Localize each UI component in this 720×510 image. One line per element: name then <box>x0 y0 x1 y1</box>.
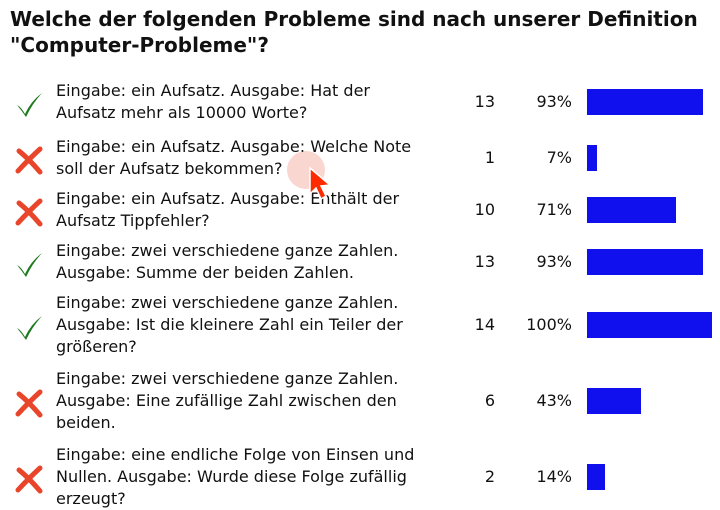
vote-bar <box>587 89 703 115</box>
answer-row: Eingabe: ein Aufsatz. Ausgabe: Enthält d… <box>0 188 720 232</box>
vote-count: 1 <box>484 148 495 167</box>
answer-text: Eingabe: eine endliche Folge von Einsen … <box>56 444 461 510</box>
vote-bar <box>587 249 703 275</box>
answer-text-line: Eingabe: zwei verschiedene ganze Zahlen. <box>56 293 399 312</box>
vote-bar <box>587 145 597 171</box>
check-icon <box>17 316 42 340</box>
answer-text: Eingabe: ein Aufsatz. Ausgabe: Welche No… <box>56 136 461 180</box>
answer-text: Eingabe: ein Aufsatz. Ausgabe: Hat der Au… <box>56 80 461 124</box>
answer-row: Eingabe: zwei verschiedene ganze Zahlen.… <box>0 292 720 358</box>
vote-bar <box>587 312 712 338</box>
answer-text-line: Aufsatz Tippfehler? <box>56 211 210 230</box>
vote-count: 2 <box>484 467 495 486</box>
vote-bar <box>587 388 641 414</box>
vote-percent: 7% <box>546 148 572 167</box>
vote-count: 13 <box>474 252 495 271</box>
answer-text-line: Ausgabe: Eine zufällige Zahl zwischen de… <box>56 391 397 410</box>
answer-text-line: Ausgabe: Summe der beiden Zahlen. <box>56 263 355 282</box>
answer-text-line: Eingabe: ein Aufsatz. Ausgabe: Hat der <box>56 81 370 100</box>
answer-text: Eingabe: ein Aufsatz. Ausgabe: Enthält d… <box>56 188 461 232</box>
answer-text-line: Eingabe: eine endliche Folge von Einsen … <box>56 445 415 464</box>
cross-icon <box>15 389 43 418</box>
answer-text-line: beiden. <box>56 413 116 432</box>
check-icon <box>17 253 42 277</box>
answer-text: Eingabe: zwei verschiedene ganze Zahlen.… <box>56 368 461 434</box>
answer-text-line: Nullen. Ausgabe: Wurde diese Folge zufäl… <box>56 467 407 486</box>
vote-percent: 93% <box>536 92 572 111</box>
answer-text-line: Aufsatz mehr als 10000 Worte? <box>56 103 308 122</box>
vote-percent: 71% <box>536 200 572 219</box>
vote-percent: 14% <box>536 467 572 486</box>
check-icon <box>17 93 42 117</box>
cross-icon <box>15 146 43 175</box>
vote-count: 13 <box>474 92 495 111</box>
answer-row: Eingabe: ein Aufsatz. Ausgabe: Hat der Au… <box>0 80 720 124</box>
answer-text-line: Eingabe: ein Aufsatz. Ausgabe: Welche No… <box>56 137 412 156</box>
answer-text-line: erzeugt? <box>56 489 126 508</box>
answer-text-line: Eingabe: zwei verschiedene ganze Zahlen. <box>56 241 399 260</box>
answer-text-line: Ausgabe: Ist die kleinere Zahl ein Teile… <box>56 315 403 334</box>
vote-count: 6 <box>484 391 495 410</box>
cross-icon <box>15 465 43 494</box>
vote-count: 14 <box>474 315 495 334</box>
question-line-2: "Computer-Probleme"? <box>10 33 269 57</box>
answer-row: Eingabe: eine endliche Folge von Einsen … <box>0 444 720 510</box>
answer-text-line: Eingabe: ein Aufsatz. Ausgabe: Enthält d… <box>56 189 400 208</box>
vote-count: 10 <box>474 200 495 219</box>
vote-bar <box>587 464 605 490</box>
vote-percent: 100% <box>526 315 572 334</box>
answer-text: Eingabe: zwei verschiedene ganze Zahlen.… <box>56 292 461 358</box>
answer-text-line: größeren? <box>56 337 137 356</box>
answer-text: Eingabe: zwei verschiedene ganze Zahlen.… <box>56 240 461 284</box>
cross-icon <box>15 198 43 227</box>
answer-row: Eingabe: zwei verschiedene ganze Zahlen.… <box>0 240 720 284</box>
question-title: Welche der folgenden Probleme sind nach … <box>10 6 710 58</box>
vote-bar <box>587 197 676 223</box>
answer-row: Eingabe: zwei verschiedene ganze Zahlen.… <box>0 368 720 434</box>
question-line-1: Welche der folgenden Probleme sind nach … <box>10 7 698 31</box>
answer-row: Eingabe: ein Aufsatz. Ausgabe: Welche No… <box>0 136 720 180</box>
answer-text-line: soll der Aufsatz bekommen? <box>56 159 283 178</box>
answer-text-line: Eingabe: zwei verschiedene ganze Zahlen. <box>56 369 399 388</box>
vote-percent: 93% <box>536 252 572 271</box>
vote-percent: 43% <box>536 391 572 410</box>
